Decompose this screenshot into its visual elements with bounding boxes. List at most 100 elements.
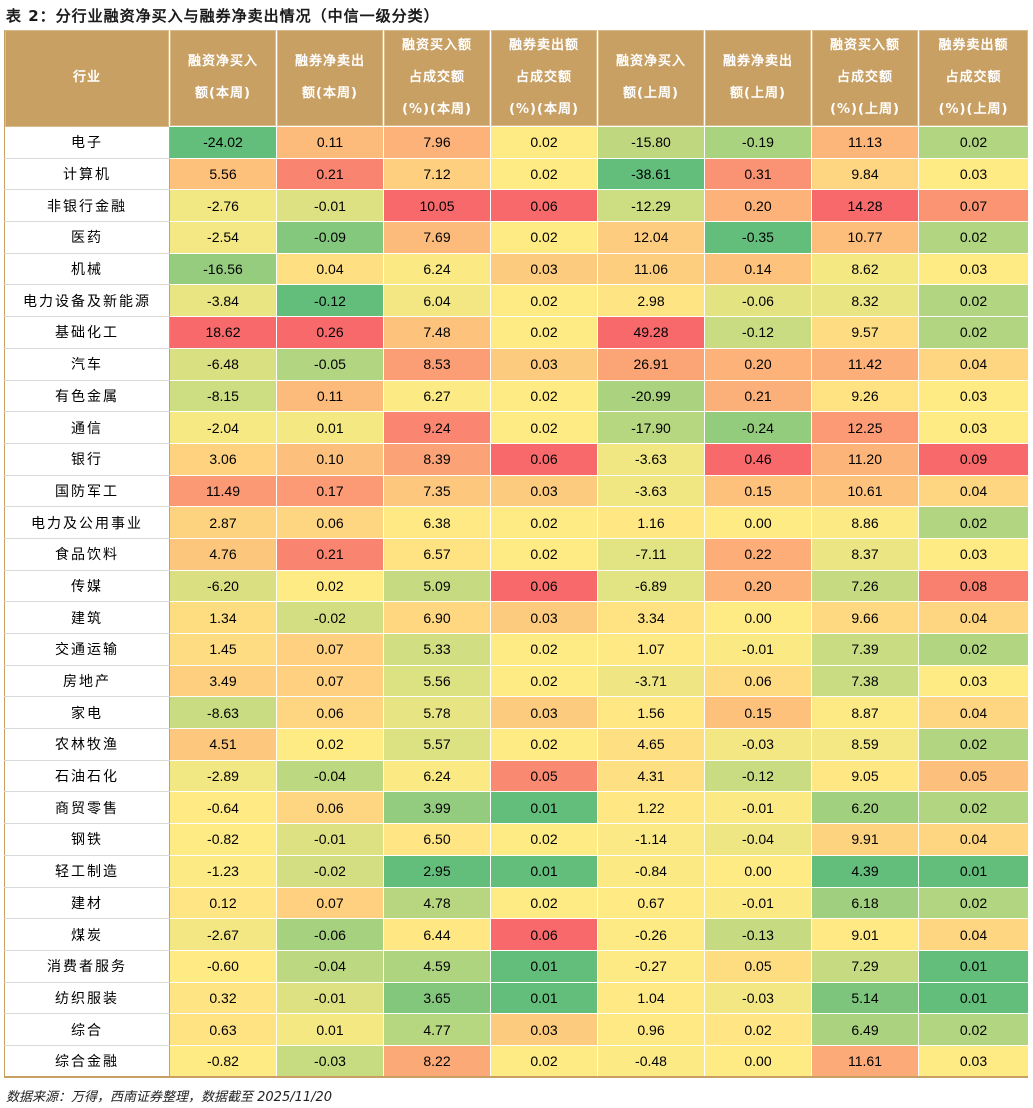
value-cell: 0.02 bbox=[490, 379, 598, 413]
industry-name-cell: 传媒 bbox=[4, 570, 170, 603]
value-cell: 6.49 bbox=[811, 1013, 919, 1046]
table-row: 煤炭 -2.67 -0.06 6.44 0.06 -0.26 -0.13 9.01 0.04 bbox=[4, 918, 1029, 951]
column-header-line: 额(本周) bbox=[302, 86, 358, 101]
value-cell: 0.21 bbox=[276, 537, 384, 571]
column-header-line: 融资买入额 bbox=[829, 38, 900, 53]
industry-name-cell: 机械 bbox=[4, 253, 170, 286]
value-cell: 0.07 bbox=[276, 633, 384, 666]
value-cell: 0.03 bbox=[918, 411, 1029, 444]
column-header: 融资净买入 额(上周) bbox=[597, 30, 705, 127]
column-header: 融资买入额 占成交额 (%)(本周) bbox=[383, 30, 491, 127]
value-cell: 0.00 bbox=[704, 506, 812, 539]
industry-name-cell: 电子 bbox=[4, 126, 170, 159]
table-row: 综合金融 -0.82 -0.03 8.22 0.02 -0.48 0.00 11.61 0.03 bbox=[4, 1044, 1029, 1078]
value-cell: 5.33 bbox=[383, 633, 491, 666]
value-cell: -0.12 bbox=[276, 284, 384, 318]
value-cell: 6.04 bbox=[383, 284, 491, 318]
value-cell: 0.05 bbox=[490, 759, 598, 793]
value-cell: 0.06 bbox=[276, 506, 384, 539]
value-cell: -0.04 bbox=[276, 949, 384, 983]
value-cell: 10.77 bbox=[811, 221, 919, 254]
industry-name-cell: 交通运输 bbox=[4, 633, 170, 666]
value-cell: 0.03 bbox=[918, 1044, 1029, 1078]
value-cell: -20.99 bbox=[597, 379, 705, 413]
column-header: 融资净买入 额(本周) bbox=[169, 30, 277, 127]
value-cell: -0.01 bbox=[704, 791, 812, 825]
value-cell: -0.60 bbox=[169, 949, 277, 983]
industry-name-cell: 综合金融 bbox=[4, 1045, 170, 1078]
value-cell: 0.02 bbox=[918, 886, 1029, 920]
value-cell: -0.84 bbox=[597, 854, 705, 888]
column-header: 行业 bbox=[4, 30, 170, 127]
value-cell: 6.24 bbox=[383, 759, 491, 793]
value-cell: 0.05 bbox=[704, 949, 812, 983]
table-row: 建筑 1.34 -0.02 6.90 0.03 3.34 0.00 9.66 0.04 bbox=[4, 601, 1029, 634]
value-cell: -0.01 bbox=[276, 823, 384, 856]
value-cell: 9.66 bbox=[811, 601, 919, 634]
value-cell: -3.63 bbox=[597, 474, 705, 508]
value-cell: -2.04 bbox=[169, 411, 277, 444]
value-cell: -3.63 bbox=[597, 442, 705, 476]
industry-name-cell: 电力设备及新能源 bbox=[4, 284, 170, 318]
column-header-line: 占成交额 bbox=[515, 70, 572, 85]
column-header: 融券卖出额 占成交额 (%)(上周) bbox=[918, 30, 1029, 127]
value-cell: -8.63 bbox=[169, 696, 277, 730]
value-cell: 1.16 bbox=[597, 506, 705, 539]
value-cell: 0.03 bbox=[490, 1013, 598, 1046]
value-cell: 0.11 bbox=[276, 379, 384, 413]
value-cell: 12.25 bbox=[811, 411, 919, 444]
table-row: 医药 -2.54 -0.09 7.69 0.02 12.04 -0.35 10.77 0.02 bbox=[4, 221, 1029, 254]
value-cell: -0.02 bbox=[276, 601, 384, 634]
value-cell: 0.02 bbox=[704, 1013, 812, 1046]
value-cell: -0.03 bbox=[704, 981, 812, 1015]
value-cell: 8.32 bbox=[811, 284, 919, 318]
value-cell: 2.98 bbox=[597, 284, 705, 318]
value-cell: 0.02 bbox=[490, 506, 598, 539]
value-cell: 4.59 bbox=[383, 949, 491, 983]
value-cell: 7.35 bbox=[383, 474, 491, 508]
value-cell: 6.18 bbox=[811, 886, 919, 920]
value-cell: 0.14 bbox=[704, 252, 812, 286]
value-cell: 0.03 bbox=[490, 347, 598, 381]
value-cell: -0.24 bbox=[704, 411, 812, 444]
value-cell: -0.82 bbox=[169, 823, 277, 856]
value-cell: 3.99 bbox=[383, 791, 491, 825]
value-cell: 0.10 bbox=[276, 442, 384, 476]
column-header-line: 融券净卖出 bbox=[294, 54, 365, 69]
industry-name-cell: 建材 bbox=[4, 887, 170, 920]
value-cell: 0.04 bbox=[918, 696, 1029, 730]
value-cell: -15.80 bbox=[597, 126, 705, 159]
value-cell: -1.23 bbox=[169, 854, 277, 888]
table-row: 商贸零售 -0.64 0.06 3.99 0.01 1.22 -0.01 6.20 0.02 bbox=[4, 791, 1029, 825]
value-cell: -0.01 bbox=[704, 886, 812, 920]
value-cell: 1.07 bbox=[597, 633, 705, 666]
value-cell: 6.38 bbox=[383, 506, 491, 539]
value-cell: 10.61 bbox=[811, 474, 919, 508]
industry-name-cell: 基础化工 bbox=[4, 316, 170, 349]
value-cell: 0.03 bbox=[490, 696, 598, 730]
value-cell: -6.20 bbox=[169, 569, 277, 603]
value-cell: -0.09 bbox=[276, 221, 384, 254]
value-cell: 11.42 bbox=[811, 347, 919, 381]
value-cell: -0.04 bbox=[276, 759, 384, 793]
value-cell: -6.48 bbox=[169, 347, 277, 381]
value-cell: 0.67 bbox=[597, 886, 705, 920]
column-header-line: (%)(上周) bbox=[938, 102, 1009, 117]
table-row: 建材 0.12 0.07 4.78 0.02 0.67 -0.01 6.18 0.02 bbox=[4, 886, 1029, 920]
table-row: 纺织服装 0.32 -0.01 3.65 0.01 1.04 -0.03 5.14 0.01 bbox=[4, 981, 1029, 1015]
value-cell: -0.04 bbox=[704, 823, 812, 856]
value-cell: 2.87 bbox=[169, 506, 277, 539]
industry-name-cell: 建筑 bbox=[4, 601, 170, 634]
value-cell: -17.90 bbox=[597, 411, 705, 444]
value-cell: 11.13 bbox=[811, 126, 919, 159]
value-cell: 11.06 bbox=[597, 252, 705, 286]
industry-name-cell: 综合 bbox=[4, 1013, 170, 1046]
value-cell: 0.00 bbox=[704, 1044, 812, 1078]
value-cell: 4.39 bbox=[811, 854, 919, 888]
value-cell: 0.02 bbox=[918, 1013, 1029, 1046]
value-cell: 0.11 bbox=[276, 126, 384, 159]
value-cell: 6.90 bbox=[383, 601, 491, 634]
value-cell: 8.22 bbox=[383, 1044, 491, 1078]
value-cell: -0.48 bbox=[597, 1044, 705, 1078]
industry-name-cell: 汽车 bbox=[4, 348, 170, 381]
